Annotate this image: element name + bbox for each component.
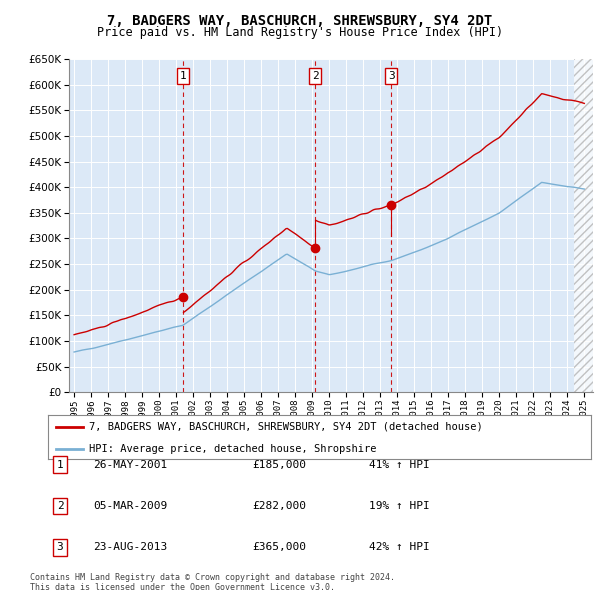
- Text: £365,000: £365,000: [252, 542, 306, 552]
- Text: 41% ↑ HPI: 41% ↑ HPI: [369, 460, 430, 470]
- Text: 3: 3: [56, 542, 64, 552]
- Text: 1: 1: [179, 71, 187, 81]
- Text: 3: 3: [388, 71, 394, 81]
- Text: Price paid vs. HM Land Registry's House Price Index (HPI): Price paid vs. HM Land Registry's House …: [97, 26, 503, 39]
- Bar: [574, 59, 593, 392]
- Text: 7, BADGERS WAY, BASCHURCH, SHREWSBURY, SY4 2DT: 7, BADGERS WAY, BASCHURCH, SHREWSBURY, S…: [107, 14, 493, 28]
- Text: 23-AUG-2013: 23-AUG-2013: [93, 542, 167, 552]
- Text: HPI: Average price, detached house, Shropshire: HPI: Average price, detached house, Shro…: [89, 444, 376, 454]
- Text: 2: 2: [312, 71, 319, 81]
- Text: 26-MAY-2001: 26-MAY-2001: [93, 460, 167, 470]
- Text: 7, BADGERS WAY, BASCHURCH, SHREWSBURY, SY4 2DT (detached house): 7, BADGERS WAY, BASCHURCH, SHREWSBURY, S…: [89, 422, 482, 432]
- Text: This data is licensed under the Open Government Licence v3.0.: This data is licensed under the Open Gov…: [30, 583, 335, 590]
- Text: 19% ↑ HPI: 19% ↑ HPI: [369, 501, 430, 511]
- Text: 2: 2: [56, 501, 64, 511]
- Text: Contains HM Land Registry data © Crown copyright and database right 2024.: Contains HM Land Registry data © Crown c…: [30, 573, 395, 582]
- Text: 05-MAR-2009: 05-MAR-2009: [93, 501, 167, 511]
- Text: £185,000: £185,000: [252, 460, 306, 470]
- Text: £282,000: £282,000: [252, 501, 306, 511]
- Text: 1: 1: [56, 460, 64, 470]
- Text: 42% ↑ HPI: 42% ↑ HPI: [369, 542, 430, 552]
